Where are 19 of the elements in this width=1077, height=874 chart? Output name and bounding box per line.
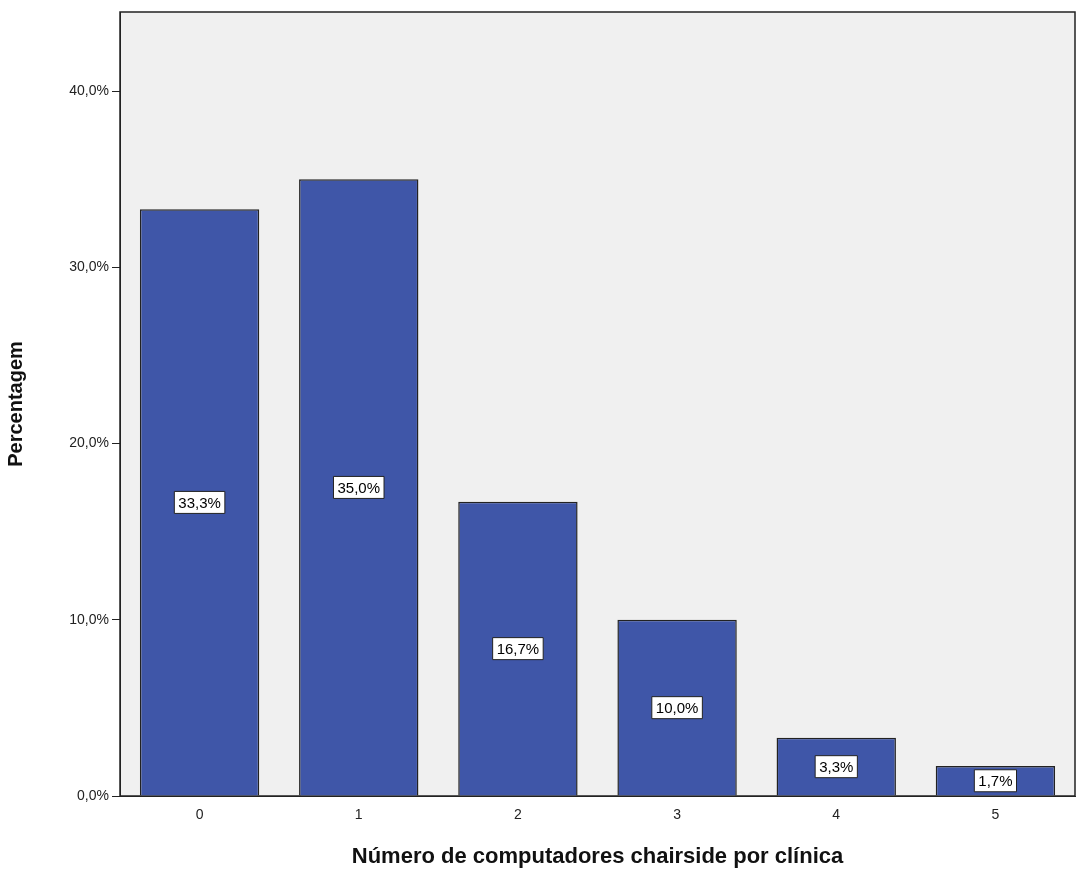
data-label: 16,7% xyxy=(496,639,540,657)
y-tick-label: 10,0% xyxy=(69,610,109,627)
x-tick-label: 4 xyxy=(832,806,841,823)
data-label: 3,3% xyxy=(819,757,854,775)
y-tick-label: 40,0% xyxy=(69,82,109,99)
data-label: 33,3% xyxy=(178,493,221,511)
x-tick-label: 3 xyxy=(673,806,682,823)
data-label: 10,0% xyxy=(655,698,699,716)
x-tick-label: 2 xyxy=(514,806,523,823)
x-axis-title: Número de computadores chairside por clínica xyxy=(351,842,844,868)
x-tick-label: 5 xyxy=(991,806,1000,823)
x-tick-label: 1 xyxy=(354,806,363,823)
data-label: 1,7% xyxy=(978,771,1013,789)
x-tick-label: 0 xyxy=(195,806,204,823)
y-tick-label: 20,0% xyxy=(69,434,109,451)
y-tick-label: 30,0% xyxy=(69,258,109,275)
y-tick-label: 0,0% xyxy=(77,786,109,803)
data-label: 35,0% xyxy=(337,478,381,496)
y-axis-title: Percentagem xyxy=(3,341,26,467)
